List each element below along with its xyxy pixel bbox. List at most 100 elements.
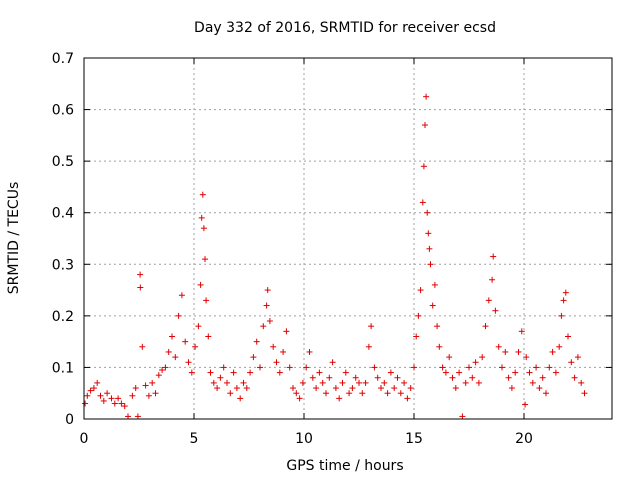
- data-point: [539, 374, 546, 381]
- data-point: [230, 369, 237, 376]
- data-point: [293, 390, 300, 397]
- data-point: [195, 323, 202, 330]
- data-point: [434, 323, 441, 330]
- y-tick-label: 0.7: [52, 51, 74, 67]
- data-point: [407, 385, 414, 392]
- data-point: [129, 392, 136, 399]
- data-point: [220, 364, 227, 371]
- data-point: [303, 364, 310, 371]
- data-point: [558, 312, 565, 319]
- data-point: [374, 374, 381, 381]
- x-tick-label: 0: [80, 431, 89, 447]
- data-point: [227, 390, 234, 397]
- x-tick-label: 20: [515, 431, 533, 447]
- data-point: [439, 364, 446, 371]
- data-point: [192, 343, 199, 350]
- data-point: [132, 385, 139, 392]
- data-point: [356, 379, 362, 386]
- data-point: [139, 343, 146, 350]
- data-point: [224, 379, 230, 386]
- data-point: [198, 214, 205, 221]
- y-tick-label: 0: [65, 412, 74, 428]
- data-points: [82, 93, 588, 420]
- y-tick-label: 0.2: [52, 309, 74, 325]
- data-point: [247, 369, 254, 376]
- data-point: [149, 379, 156, 386]
- data-point: [423, 93, 430, 100]
- y-tick-label: 0.4: [52, 206, 74, 222]
- data-point: [549, 348, 556, 355]
- data-point: [243, 385, 250, 392]
- data-point: [97, 392, 104, 399]
- data-point: [217, 374, 224, 381]
- data-point: [387, 369, 394, 376]
- data-point: [169, 333, 175, 340]
- data-point: [82, 400, 89, 407]
- data-point: [436, 343, 443, 350]
- y-tick-label: 0.5: [52, 154, 74, 170]
- data-point: [415, 312, 422, 319]
- data-point: [263, 302, 270, 309]
- data-point: [108, 395, 115, 402]
- data-point: [323, 390, 329, 397]
- data-point: [368, 323, 375, 330]
- data-point: [424, 209, 431, 216]
- data-point: [296, 395, 303, 402]
- data-point: [581, 390, 588, 397]
- data-point: [543, 390, 549, 397]
- data-point: [556, 343, 563, 350]
- data-point: [202, 256, 208, 263]
- data-point: [214, 385, 221, 392]
- data-point: [111, 400, 118, 407]
- data-point: [362, 379, 369, 386]
- data-point: [422, 122, 428, 129]
- data-point: [431, 281, 438, 288]
- data-point: [475, 379, 482, 386]
- data-point: [90, 385, 97, 392]
- data-point: [401, 379, 408, 386]
- data-point: [552, 369, 559, 376]
- data-point: [365, 343, 372, 350]
- data-point: [118, 400, 125, 407]
- data-point: [326, 374, 333, 381]
- data-point: [175, 312, 182, 319]
- data-point: [546, 364, 553, 371]
- data-point: [346, 390, 353, 397]
- data-point: [397, 390, 404, 397]
- data-point: [469, 374, 476, 381]
- y-tick-label: 0.3: [52, 257, 74, 273]
- data-point: [240, 379, 247, 386]
- data-point: [359, 390, 366, 397]
- data-point: [336, 395, 343, 402]
- axis-ticks: 0 5 10 15 20 0 0.1 0.2 0.3 0.4 0.5 0.6 0.7: [52, 51, 612, 447]
- data-point: [253, 338, 260, 345]
- data-point: [492, 307, 499, 314]
- data-point: [121, 403, 128, 410]
- data-point: [482, 323, 489, 330]
- data-point: [425, 230, 432, 237]
- data-point: [125, 413, 131, 420]
- data-point: [329, 359, 336, 366]
- data-point: [87, 387, 94, 394]
- data-point: [145, 392, 152, 399]
- data-point: [391, 385, 398, 392]
- data-point: [94, 379, 101, 386]
- data-point: [518, 328, 525, 335]
- y-tick-label: 0.1: [52, 360, 74, 376]
- data-point: [84, 392, 91, 399]
- data-point: [533, 364, 540, 371]
- data-point: [489, 276, 496, 283]
- data-point: [306, 348, 313, 355]
- data-point: [264, 287, 271, 294]
- data-point: [237, 395, 244, 402]
- data-point: [571, 374, 578, 381]
- data-point: [339, 379, 346, 386]
- data-point: [378, 385, 384, 392]
- data-point: [515, 348, 522, 355]
- data-point: [462, 379, 469, 386]
- data-point: [404, 395, 411, 402]
- data-point: [165, 348, 172, 355]
- data-point: [182, 338, 189, 345]
- data-point: [250, 354, 257, 361]
